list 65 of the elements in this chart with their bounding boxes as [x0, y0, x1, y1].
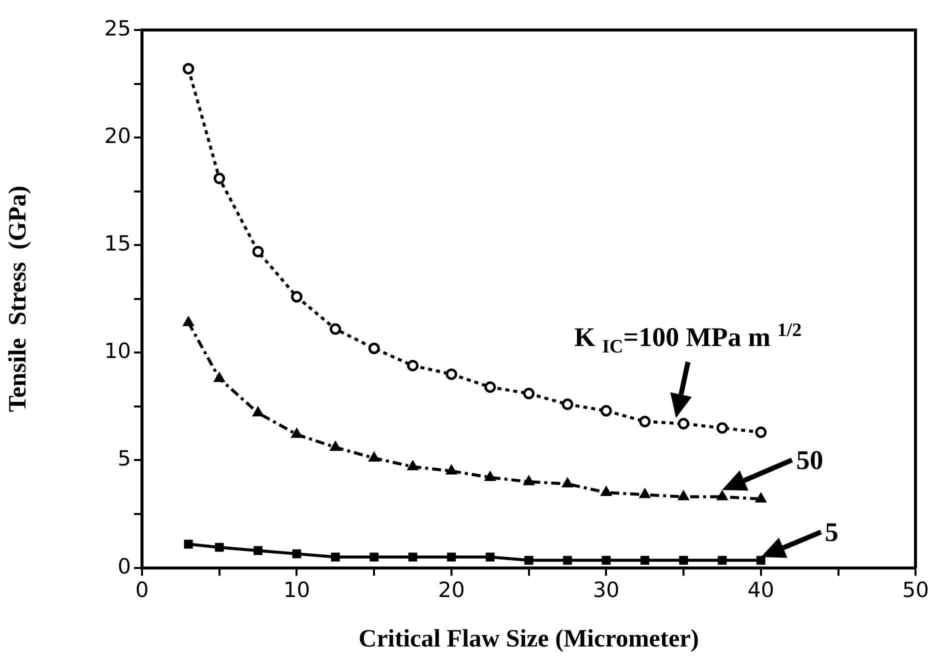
y-tick-label: 0 [118, 554, 131, 578]
point [678, 418, 690, 430]
point [408, 460, 418, 470]
x-tick-label: 30 [592, 578, 620, 602]
point [447, 552, 456, 562]
annotation: 50 [796, 444, 824, 476]
y-tick-label: 5 [118, 446, 131, 471]
point [562, 398, 574, 410]
point [755, 426, 767, 438]
y-axis-title: Tensile Stress (GPa) [4, 186, 32, 412]
point [678, 491, 689, 500]
x-tick-label: 50 [902, 578, 930, 602]
point [716, 422, 728, 434]
point [290, 291, 302, 302]
point [756, 493, 766, 502]
point [524, 476, 534, 486]
point [640, 556, 650, 565]
point [370, 552, 379, 562]
point [183, 316, 194, 326]
point [407, 360, 419, 372]
point [408, 552, 418, 562]
point [368, 452, 380, 462]
point [214, 172, 226, 184]
point [601, 486, 612, 496]
point [486, 552, 495, 562]
y-tick-label: 10 [104, 339, 131, 364]
point [602, 556, 611, 565]
point [214, 372, 225, 382]
y-tick-label: 20 [104, 124, 131, 148]
point [252, 407, 264, 416]
x-axis-title: Critical Flaw Size (Micrometer) [358, 625, 699, 652]
point [679, 556, 688, 565]
x-tick-label: 10 [283, 578, 310, 602]
point [214, 542, 224, 552]
point [292, 549, 302, 558]
point [640, 488, 650, 498]
point [563, 556, 572, 565]
point [718, 556, 727, 565]
point [446, 465, 457, 474]
x-tick-label: 40 [748, 578, 774, 602]
point [182, 62, 194, 74]
point [368, 342, 380, 354]
point [330, 552, 340, 562]
point [330, 323, 342, 335]
point [562, 478, 573, 488]
point [330, 442, 341, 451]
point [600, 405, 612, 417]
point [446, 368, 458, 380]
point [292, 428, 302, 438]
point [756, 556, 766, 565]
y-tick-label: 25 [104, 16, 131, 40]
point [484, 472, 496, 481]
annotation: K $_{IC}$=100 MPa m $^{1/2}$ [574, 320, 802, 358]
point [524, 556, 534, 565]
point [639, 416, 651, 428]
annotation: 5 [824, 516, 838, 548]
x-tick-label: 20 [438, 578, 465, 602]
point [184, 540, 193, 549]
point [717, 491, 728, 500]
x-tick-label: 0 [135, 578, 149, 602]
point [252, 246, 264, 258]
point [254, 546, 262, 556]
y-tick-label: 15 [104, 232, 131, 256]
point [484, 381, 496, 393]
point [523, 388, 535, 400]
